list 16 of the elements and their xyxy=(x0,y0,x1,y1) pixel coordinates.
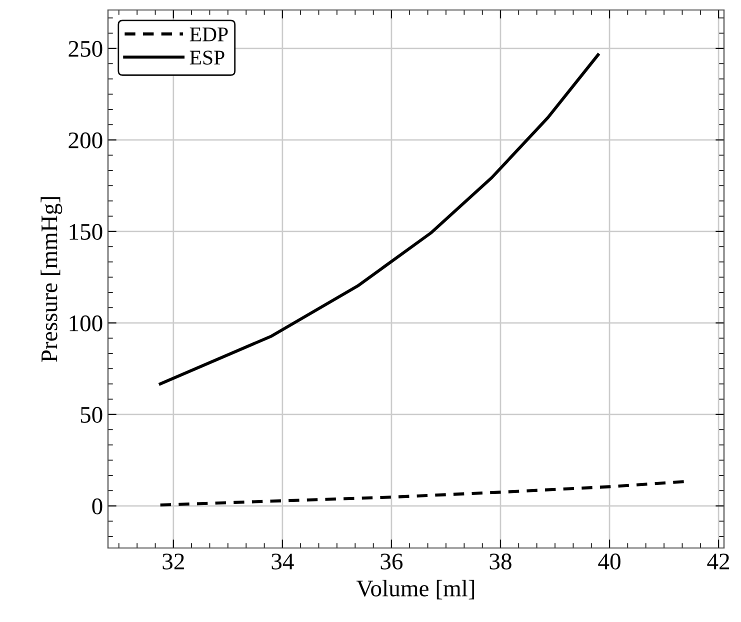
y-tick-label: 50 xyxy=(80,406,102,423)
y-axis-title: Pressure [mmHg] xyxy=(40,197,62,362)
x-tick-label: 42 xyxy=(707,554,730,570)
y-tick-label: 250 xyxy=(68,40,102,57)
legend-label: EDP xyxy=(190,28,228,42)
x-tick-label: 34 xyxy=(272,554,294,570)
x-tick-label: 38 xyxy=(490,554,512,570)
x-axis-title: Volume [ml] xyxy=(356,580,474,600)
y-tick-label: 200 xyxy=(68,132,102,148)
legend-label: ESP xyxy=(190,50,224,65)
x-tick-label: 40 xyxy=(598,554,620,570)
y-tick-label: 100 xyxy=(70,315,102,332)
x-tick-label: 32 xyxy=(162,554,184,570)
y-tick-label: 150 xyxy=(70,224,102,240)
x-tick-label: 36 xyxy=(380,554,403,570)
y-tick-label: 0 xyxy=(92,498,102,514)
